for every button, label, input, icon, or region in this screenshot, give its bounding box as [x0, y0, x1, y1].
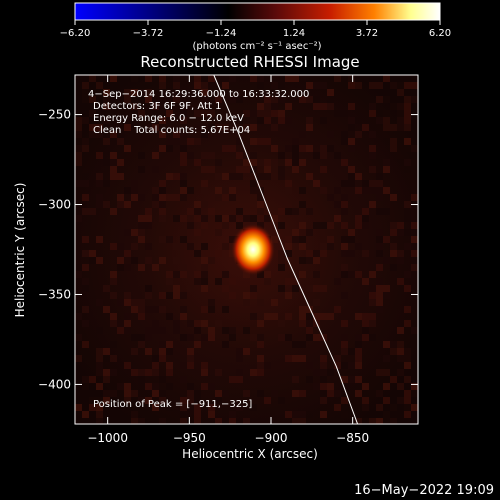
- annotation-energy-range: Energy Range: 6.0 − 12.0 keV: [93, 113, 244, 124]
- annotation-time-range: 4−Sep−2014 16:29:36.000 to 16:33:32.000: [88, 89, 309, 100]
- x-tick-label: −950: [173, 431, 206, 445]
- y-axis-label: Heliocentric Y (arcsec): [13, 183, 27, 318]
- colorbar-tick-label: 6.20: [429, 28, 451, 39]
- x-axis-label: Heliocentric X (arcsec): [182, 447, 318, 461]
- colorbar-unit-label: (photons cm⁻² s⁻¹ asec⁻²): [192, 41, 321, 52]
- chart-title: Reconstructed RHESSI Image: [140, 53, 359, 71]
- y-tick-label: −350: [38, 287, 71, 301]
- x-tick-label: −850: [336, 431, 369, 445]
- annotation-clean-counts: Clean Total counts: 5.67E+04: [93, 125, 250, 136]
- footer-timestamp: 16−May−2022 19:09: [354, 483, 494, 498]
- solar-limb-line: [213, 75, 359, 424]
- colorbar-ticks: −6.20 −3.72 −1.24 1.24 3.72 6.20: [60, 20, 451, 39]
- image-pixels: [75, 75, 418, 424]
- colorbar-tick-label: −6.20: [60, 28, 91, 39]
- plot-frame: [74, 74, 419, 425]
- x-tick-label: −1000: [87, 431, 128, 445]
- x-tick-label: −900: [255, 431, 288, 445]
- colorbar-tick-label: 3.72: [356, 28, 378, 39]
- colorbar-tick-label: −3.72: [133, 28, 164, 39]
- flare-source: [231, 223, 276, 276]
- colorbar-tick-label: 1.24: [283, 28, 305, 39]
- y-tick-label: −250: [38, 108, 71, 122]
- y-tick-label: −300: [38, 198, 71, 212]
- colorbar: [74, 2, 441, 21]
- y-tick-label: −400: [38, 377, 71, 391]
- y-axis-ticks: −250 −300 −350 −400: [38, 108, 418, 391]
- annotation-detectors: Detectors: 3F 6F 9F, Att 1: [93, 101, 221, 112]
- annotation-peak-position: Position of Peak = [−911,−325]: [93, 399, 252, 410]
- x-axis-ticks: −1000 −950 −900 −850: [87, 75, 369, 445]
- colorbar-tick-label: −1.24: [206, 28, 237, 39]
